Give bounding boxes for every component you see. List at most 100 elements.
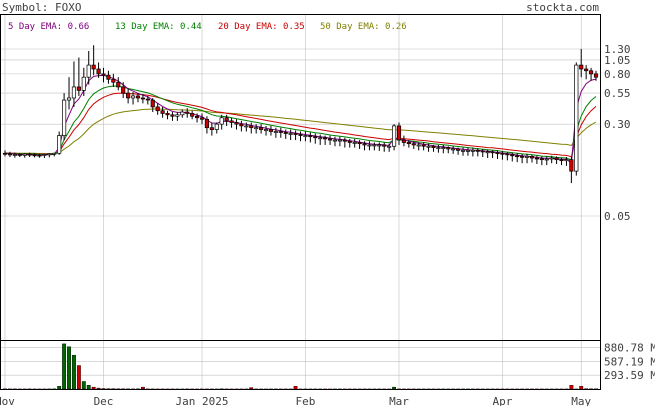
candle-body (332, 139, 338, 142)
candle-body (27, 153, 32, 156)
volume-bar (37, 388, 42, 390)
candle-body (268, 129, 274, 132)
volume-bar (12, 388, 17, 390)
candle-body (37, 154, 42, 157)
volume-bar (397, 388, 401, 390)
volume-bar (416, 388, 421, 390)
volume-bar (180, 388, 185, 390)
candle-body (42, 154, 47, 156)
volume-bar (234, 388, 239, 390)
candle-body (91, 64, 96, 70)
volume-bar (387, 388, 392, 390)
candle-body (32, 154, 37, 157)
candle-body (308, 135, 313, 138)
volume-bar (283, 388, 288, 390)
candle-body (229, 120, 234, 123)
candle-body (377, 144, 382, 147)
candle-body (2, 152, 8, 155)
candle-body (160, 110, 165, 114)
price-grid (1, 15, 600, 389)
volume-bar (505, 388, 510, 390)
candle-body (135, 95, 141, 99)
candle-body (579, 64, 584, 70)
volume-bar (269, 388, 273, 390)
candle-body (564, 159, 569, 162)
volume-bar (52, 388, 57, 390)
candle-body (12, 154, 17, 156)
volume-bar (574, 388, 579, 390)
candle-body (367, 144, 372, 147)
volume-bar (544, 388, 549, 390)
date-tick-label: Nov (0, 395, 15, 406)
candle-body (175, 114, 180, 117)
candle-body (106, 74, 111, 80)
candle-body (313, 136, 318, 139)
volume-bar (534, 388, 539, 390)
volume-bar (318, 388, 323, 390)
candle-body (17, 154, 22, 156)
candle-body (130, 95, 136, 99)
volume-bar (278, 388, 283, 390)
candle-body (456, 148, 461, 151)
volume-bar (367, 388, 372, 390)
candle-body (214, 123, 219, 130)
volume-bar (91, 386, 96, 390)
volume-bar (485, 388, 490, 390)
candle-body (352, 142, 357, 144)
volume-bar (328, 388, 332, 390)
candle-body (209, 127, 214, 130)
candle-body (554, 157, 559, 161)
candle-body (293, 133, 298, 135)
candle-body (520, 156, 525, 158)
volume-bar (121, 388, 126, 390)
price-tick-label: 0.80 (604, 68, 631, 81)
volume-bar (406, 388, 411, 390)
candle-body (219, 117, 224, 125)
volume-bar (32, 388, 37, 390)
volume-bar (106, 388, 111, 390)
volume-bar (205, 388, 209, 390)
candle-body (490, 151, 495, 154)
volume-bars (3, 343, 598, 390)
candle-body (244, 125, 249, 128)
candle-body (150, 99, 155, 108)
candle-body (180, 111, 185, 116)
date-tick-label: Jan 2025 (176, 395, 229, 406)
volume-bar (27, 388, 32, 390)
price-axis-ticks: 1.301.050.80 0.55 0.30 0.05 (604, 43, 631, 223)
candle-body (495, 152, 500, 155)
volume-bar (589, 388, 593, 390)
candle-body (372, 144, 377, 147)
price-tick-label: 0.30 (604, 118, 631, 131)
volume-tick-label: 880.78 M (604, 342, 655, 355)
candle-body (357, 142, 362, 145)
candle-body (288, 133, 293, 135)
candle-body (116, 81, 121, 88)
candle-body (470, 149, 475, 152)
volume-bar (150, 388, 155, 390)
candle-body (505, 153, 510, 156)
legend-ema20: 20 Day EMA: 0.35 (218, 22, 305, 32)
volume-bar (175, 388, 180, 390)
volume-bar (337, 388, 342, 390)
volume-bar (377, 388, 382, 390)
candle-body (199, 117, 205, 120)
candle-body (145, 98, 150, 101)
candle-body (318, 137, 323, 140)
legend-ema50: 50 Day EMA: 0.26 (320, 22, 407, 32)
volume-bar (249, 387, 254, 390)
candle-body (387, 145, 392, 148)
candle-body (224, 117, 229, 122)
volume-bar (42, 388, 47, 390)
volume-bar (214, 388, 219, 390)
candle-body (323, 137, 328, 140)
volume-bar (3, 388, 7, 390)
candle-body (480, 150, 485, 153)
volume-bar (392, 386, 396, 390)
volume-bar (140, 386, 145, 390)
candle-body (195, 115, 200, 119)
volume-bar (441, 388, 446, 390)
candle-body (165, 113, 170, 116)
candle-body (283, 132, 288, 134)
candle-body (327, 138, 333, 141)
